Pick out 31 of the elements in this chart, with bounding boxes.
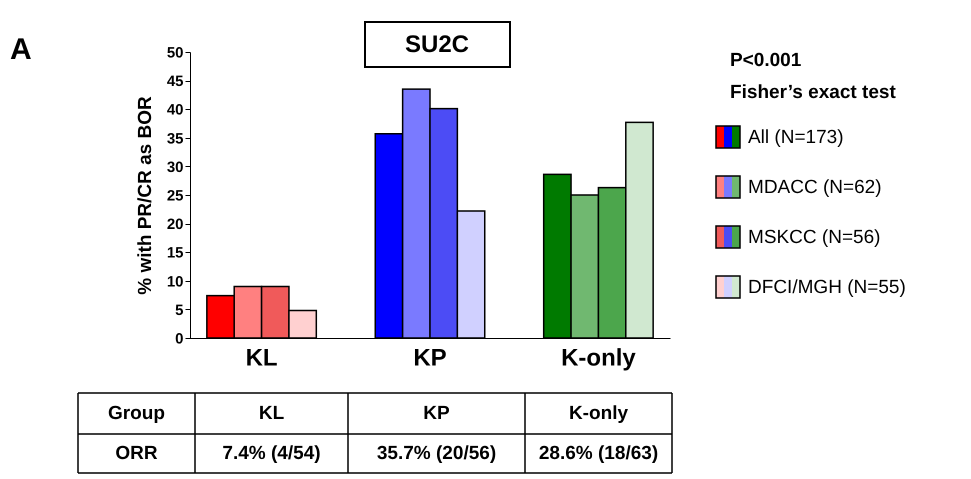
y-tick-label: 0 [175,330,184,348]
text: P<0.001 [730,50,802,71]
legend-label: DFCI/MGH (N=55) [748,277,906,298]
y-tick-label: 45 [166,73,184,90]
y-tick-label: 50 [166,44,184,62]
x-tick-label: K-only [561,344,636,372]
y-tick-label: 40 [166,102,184,119]
legend-label: MSKCC (N=56) [748,227,880,248]
y-tick-label: 30 [166,158,184,176]
text: A [10,33,32,66]
data-label: 7.4% (4/54) [222,443,321,464]
y-tick-label: 35 [166,130,184,148]
y-tick-label: 15 [166,244,184,262]
chart-title: SU2C [404,31,470,58]
x-tick-label: KP [413,344,447,372]
text: Fisher’s exact test [730,82,896,103]
category-label: K-only [568,403,628,424]
category-label: KP [423,403,450,424]
y-tick-label: 20 [166,216,184,234]
y-tick-label: 25 [166,188,184,204]
legend-label: MDACC (N=62) [748,177,882,198]
data-label: 35.7% (20/56) [376,443,496,464]
x-tick-label: KL [246,344,278,372]
category-label: KL [258,403,284,424]
text: Group [108,403,165,424]
y-axis-title: % with PR/CR as BOR [134,96,156,295]
text: ORR [115,443,158,464]
data-label: 28.6% (18/63) [538,443,658,464]
y-tick-label: 5 [175,302,184,319]
legend-label: All (N=173) [748,127,844,148]
y-tick-label: 10 [166,273,184,290]
